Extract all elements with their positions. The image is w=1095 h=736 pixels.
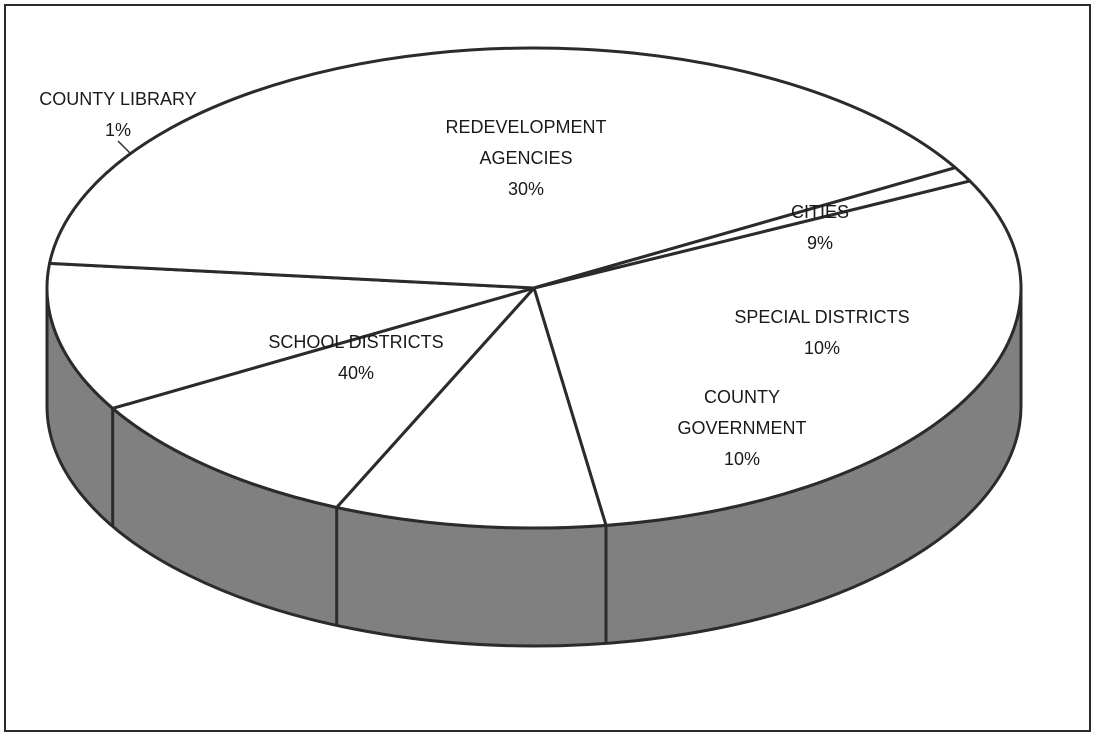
slice-name-label: COUNTY LIBRARY — [39, 89, 196, 109]
slice-redevelopment-agencies — [532, 179, 1023, 527]
slice-county-government — [45, 261, 536, 410]
slice-percent-label: 40% — [338, 363, 374, 383]
slice-percent-label: 10% — [804, 338, 840, 358]
slice-county-library — [532, 166, 972, 290]
slice-name-label: GOVERNMENT — [677, 418, 806, 438]
slice-percent-label: 30% — [508, 179, 544, 199]
slice-name-label: REDEVELOPMENT — [445, 117, 606, 137]
county-library-leader-line — [117, 140, 132, 155]
slice-name-label: CITIES — [791, 202, 849, 222]
label-county-library: COUNTY LIBRARY 1% — [39, 89, 196, 140]
label-special-districts: SPECIAL DISTRICTS 10% — [734, 307, 909, 358]
slice-name-label: AGENCIES — [479, 148, 572, 168]
slice-school-districts — [48, 46, 957, 290]
label-school-districts: SCHOOL DISTRICTS 40% — [268, 332, 443, 383]
label-county-government: COUNTY GOVERNMENT 10% — [677, 387, 806, 469]
slice-percent-label: 1% — [105, 120, 131, 140]
slice-percent-label: 10% — [724, 449, 760, 469]
slice-name-label: SCHOOL DISTRICTS — [268, 332, 443, 352]
slice-cities — [335, 286, 608, 530]
label-cities: CITIES 9% — [791, 202, 849, 253]
slice-special-districts — [111, 286, 536, 509]
slice-name-label: COUNTY — [704, 387, 780, 407]
slice-percent-label: 9% — [807, 233, 833, 253]
slice-name-label: SPECIAL DISTRICTS — [734, 307, 909, 327]
label-redevelopment-agencies: REDEVELOPMENT AGENCIES 30% — [445, 117, 606, 199]
